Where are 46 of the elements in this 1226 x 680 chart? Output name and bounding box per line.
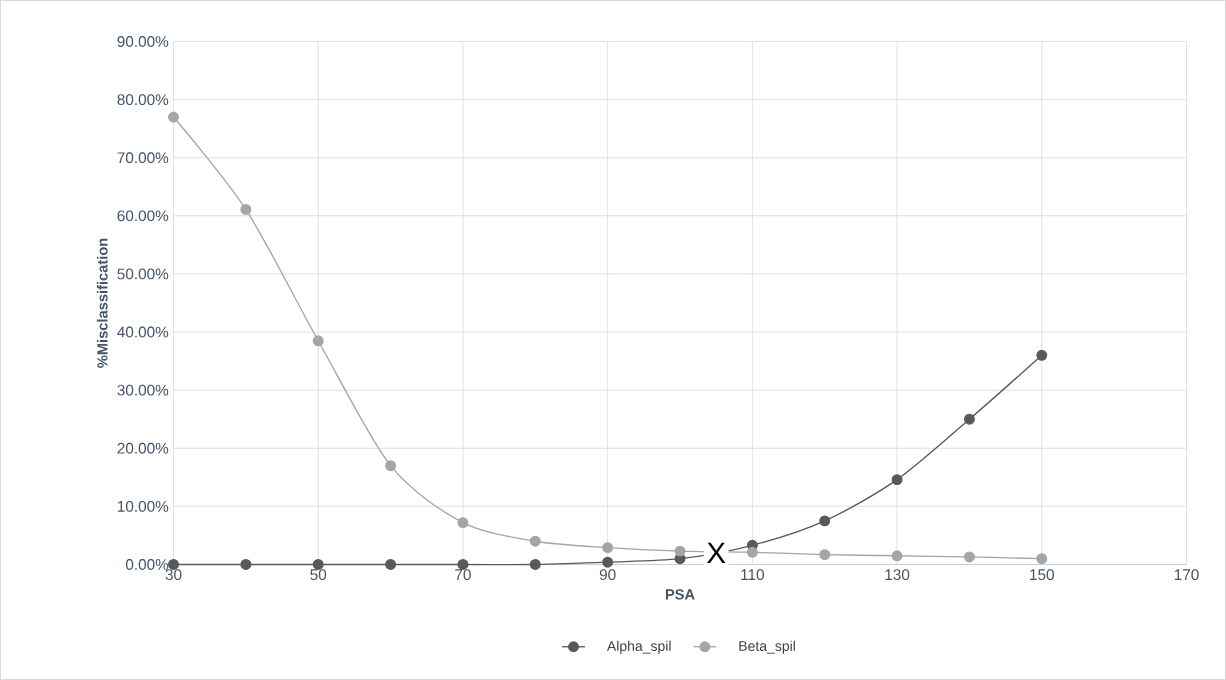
legend-label: Beta_spil — [739, 640, 795, 654]
x-tick-label: 70 — [455, 569, 471, 581]
point — [168, 111, 179, 123]
legend-label: Alpha_spil — [606, 640, 671, 654]
y-tick-label: 80.00% — [117, 94, 169, 106]
point — [1036, 553, 1048, 565]
point — [529, 535, 541, 547]
point — [963, 551, 975, 563]
point — [602, 542, 614, 554]
point — [891, 550, 903, 562]
point — [312, 335, 324, 347]
point — [529, 559, 541, 570]
y-tick-label: 30.00% — [117, 384, 169, 396]
y-tick-label: 70.00% — [117, 152, 169, 164]
y-tick-label: 20.00% — [117, 442, 169, 454]
point — [1036, 349, 1048, 361]
x-tick-label: 90 — [599, 569, 616, 581]
x-tick-label: 50 — [310, 569, 327, 581]
x-tick-label: 30 — [165, 569, 182, 581]
y-tick-label: 60.00% — [117, 210, 169, 222]
y-tick-label: 50.00% — [117, 268, 169, 280]
y-tick-label: 0.00% — [125, 559, 169, 570]
point — [312, 559, 324, 570]
point — [240, 203, 252, 215]
y-tick-label: 40.00% — [117, 326, 169, 338]
point — [602, 556, 614, 568]
x-tick-label: 150 — [1030, 569, 1054, 581]
point — [891, 474, 903, 486]
x-tick-label: 170 — [1174, 569, 1199, 581]
point — [963, 413, 975, 425]
point — [457, 559, 469, 570]
y-tick-label: 90.00% — [117, 36, 169, 47]
annotation: X — [707, 542, 726, 563]
point — [819, 549, 831, 561]
point — [240, 559, 252, 570]
x-tick-label: 130 — [885, 569, 910, 581]
x-axis-title: PSA — [665, 589, 695, 600]
point — [746, 546, 758, 558]
point — [674, 545, 686, 557]
point — [457, 517, 469, 529]
point — [385, 460, 397, 472]
point — [819, 515, 831, 527]
x-tick-label: 110 — [741, 569, 764, 581]
y-axis-title: %Misclassification — [96, 238, 108, 368]
y-tick-label: 10.00% — [117, 500, 169, 512]
point — [385, 559, 397, 570]
